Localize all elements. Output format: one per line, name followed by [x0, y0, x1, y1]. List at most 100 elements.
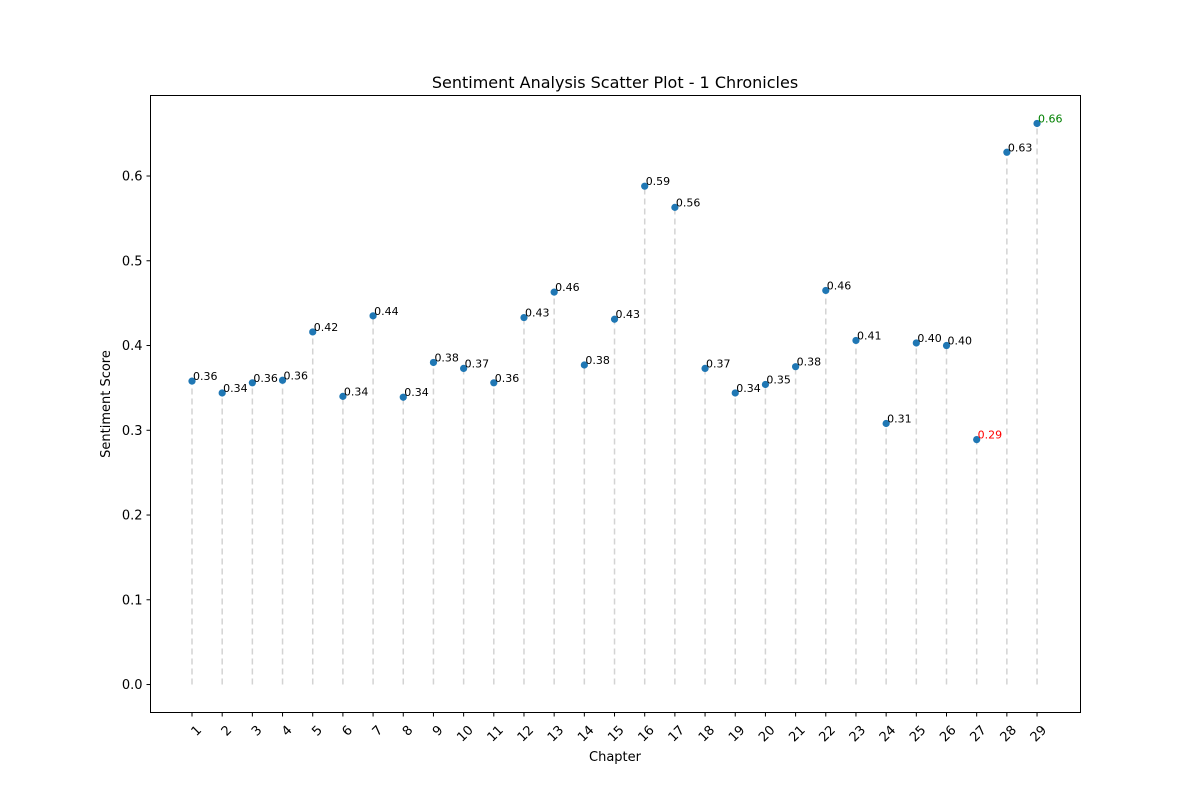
x-tick-label: 26: [937, 723, 959, 745]
data-label: 0.34: [223, 382, 248, 395]
data-label: 0.34: [736, 382, 761, 395]
data-label: 0.37: [465, 357, 490, 370]
y-axis: 0.0 0.1 0.2 0.3 0.4 0.5 0.6: [122, 170, 151, 693]
x-tick-label: 5: [309, 723, 325, 739]
x-tick-label: 28: [998, 723, 1020, 745]
x-tick-label: 12: [515, 723, 537, 745]
data-label: 0.44: [374, 305, 399, 318]
data-point: [339, 392, 347, 400]
data-point: [248, 379, 256, 387]
data-label: 0.31: [887, 412, 912, 425]
data-label: 0.43: [616, 308, 641, 321]
data-point: [460, 364, 468, 373]
x-tick-label: 15: [605, 723, 627, 745]
x-tick-label: 19: [726, 723, 748, 745]
data-label: 0.37: [706, 357, 731, 370]
data-point: [731, 389, 739, 397]
data-label: 0.29: [978, 429, 1003, 442]
data-label: 0.59: [646, 175, 671, 188]
y-tick-label: 0.5: [122, 254, 143, 269]
x-tick-label: 25: [907, 723, 929, 745]
x-tick-label: 22: [817, 723, 839, 745]
data-point: [671, 203, 679, 211]
y-tick-label: 0.4: [122, 339, 143, 354]
data-point: [429, 358, 438, 367]
x-tick-label: 18: [696, 723, 718, 745]
x-tick-label: 11: [485, 723, 507, 745]
data-point: [641, 182, 649, 190]
data-point: [309, 328, 317, 336]
data-point: [912, 339, 920, 347]
data-point: [399, 393, 407, 401]
x-tick-label: 21: [786, 723, 808, 745]
data-point: [822, 286, 830, 295]
x-tick-label: 23: [847, 723, 869, 745]
data-point: [852, 336, 860, 345]
x-tick-label: 3: [249, 723, 265, 739]
data-label: 0.36: [193, 370, 218, 383]
data-label: 0.46: [555, 281, 580, 294]
x-tick-label: 1: [189, 723, 205, 739]
data-label: 0.42: [314, 321, 339, 334]
data-label: 0.40: [948, 335, 973, 348]
data-point: [701, 364, 709, 373]
data-point: [369, 312, 377, 320]
y-tick-label: 0.3: [122, 424, 143, 439]
data-label: 0.38: [434, 351, 459, 364]
data-point: [520, 313, 528, 322]
x-tick-label: 9: [430, 723, 446, 739]
x-tick-label: 10: [454, 723, 476, 745]
data-point: [490, 379, 498, 387]
x-axis: 1 2 3 4 5 6 7 8 9 10 11 12 13 14 15 16 17 18 19 20 21 22 23 24 2…: [189, 712, 1050, 745]
data-points: [188, 119, 1041, 444]
data-point: [1003, 148, 1011, 156]
data-point: [278, 376, 287, 384]
x-axis-label: Chapter: [589, 750, 642, 765]
data-point: [973, 435, 981, 444]
data-point: [882, 419, 890, 428]
data-label: 0.36: [284, 369, 309, 382]
data-labels: 0.36 0.34 0.36 0.36 0.42 0.34 0.44 0.34 0.38 0.37…: [193, 112, 1063, 441]
data-label: 0.35: [766, 374, 791, 387]
y-tick-label: 0.0: [122, 678, 143, 693]
x-tick-label: 24: [877, 723, 899, 745]
x-tick-label: 2: [219, 723, 235, 739]
data-point: [761, 380, 770, 389]
y-tick-label: 0.1: [122, 593, 143, 608]
data-label: 0.36: [495, 372, 520, 385]
chart-title: Sentiment Analysis Scatter Plot - 1 Chro…: [432, 73, 798, 92]
y-axis-label: Sentiment Score: [99, 350, 114, 458]
x-tick-label: 7: [370, 723, 386, 739]
data-label: 0.36: [253, 372, 277, 385]
data-point: [550, 288, 558, 296]
data-label: 0.38: [797, 356, 822, 369]
data-point: [218, 389, 226, 397]
data-label: 0.56: [676, 196, 701, 209]
data-point: [580, 361, 588, 369]
data-label: 0.40: [917, 332, 942, 345]
data-point: [1033, 119, 1041, 128]
data-label: 0.63: [1008, 141, 1033, 154]
data-point: [188, 377, 196, 385]
data-label: 0.34: [404, 386, 429, 399]
data-label: 0.34: [344, 385, 369, 398]
plot-frame: [150, 95, 1081, 713]
x-tick-label: 8: [400, 723, 416, 739]
x-tick-label: 6: [339, 723, 355, 739]
stem-lines: [191, 123, 1038, 685]
data-label: 0.46: [827, 279, 852, 292]
x-tick-label: 20: [756, 723, 778, 745]
data-label: 0.66: [1038, 112, 1063, 125]
x-tick-label: 29: [1028, 723, 1050, 745]
x-tick-label: 27: [967, 723, 989, 745]
data-label: 0.41: [857, 329, 882, 342]
y-tick-label: 0.2: [122, 509, 143, 524]
data-point: [610, 315, 619, 323]
x-tick-label: 17: [666, 723, 688, 745]
plot-area: 0.36 0.34 0.36 0.36 0.42 0.34 0.44 0.34 0.38 0.37…: [150, 95, 1081, 713]
data-point: [792, 363, 800, 371]
x-tick-label: 4: [279, 723, 295, 739]
x-tick-label: 14: [575, 723, 597, 745]
data-point: [942, 341, 951, 350]
